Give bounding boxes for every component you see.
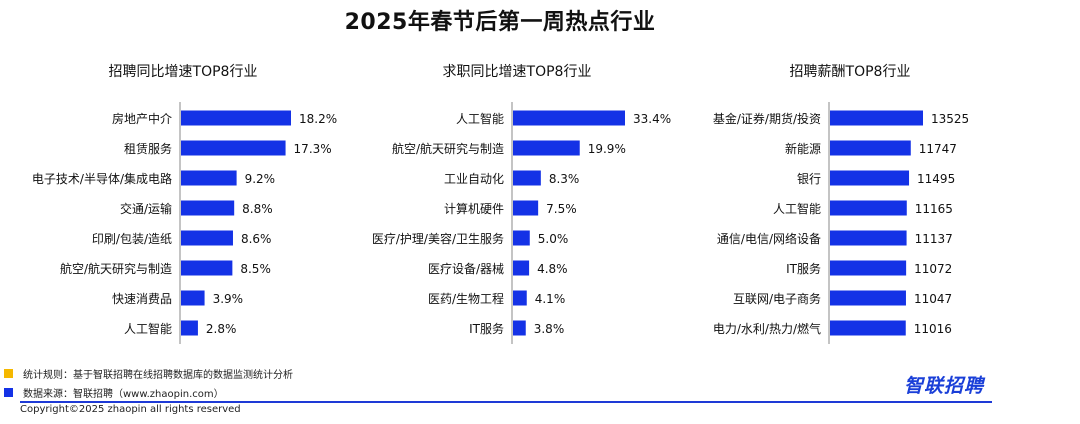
bar xyxy=(181,170,237,186)
value-label: 13525 xyxy=(931,112,969,126)
category-label: 交通/运输 xyxy=(120,201,172,216)
value-label: 17.3% xyxy=(294,142,332,156)
value-label: 33.4% xyxy=(633,112,671,126)
category-label: 新能源 xyxy=(785,141,821,156)
bar xyxy=(830,170,910,186)
value-label: 18.2% xyxy=(299,112,337,126)
value-label: 8.6% xyxy=(241,232,272,246)
category-label: 人工智能 xyxy=(456,111,504,126)
value-label: 8.5% xyxy=(240,262,271,276)
chart-title: 求职同比增速TOP8行业 xyxy=(443,64,592,80)
bar xyxy=(181,320,198,336)
value-label: 8.8% xyxy=(242,202,273,216)
value-label: 3.8% xyxy=(534,322,565,336)
blue-square-icon xyxy=(4,388,13,397)
page-title: 2025年春节后第一周热点行业 xyxy=(344,10,656,35)
footer-divider xyxy=(20,401,992,403)
bar xyxy=(181,290,205,306)
bar xyxy=(513,110,625,126)
category-label: 航空/航天研究与制造 xyxy=(392,141,504,156)
bar xyxy=(513,170,541,186)
category-label: 人工智能 xyxy=(773,201,821,216)
value-label: 7.5% xyxy=(546,202,577,216)
bar xyxy=(513,260,530,276)
yellow-square-icon xyxy=(4,369,13,378)
bar xyxy=(830,290,906,306)
category-label: 医疗设备/器械 xyxy=(428,261,504,276)
value-label: 11495 xyxy=(917,172,955,186)
category-label: 银行 xyxy=(797,172,821,186)
category-label: 房地产中介 xyxy=(112,111,172,126)
category-label: 互联网/电子商务 xyxy=(733,291,821,306)
value-label: 11747 xyxy=(919,142,957,156)
category-label: IT服务 xyxy=(786,261,821,276)
value-label: 4.1% xyxy=(535,292,566,306)
value-label: 19.9% xyxy=(588,142,626,156)
bar xyxy=(513,290,527,306)
category-label: 电力/水利/热力/燃气 xyxy=(713,321,821,336)
bar xyxy=(830,260,907,276)
category-label: 计算机硬件 xyxy=(444,201,504,216)
category-label: IT服务 xyxy=(469,321,504,336)
bar xyxy=(830,140,911,156)
zhaopin-logo: 智联招聘 xyxy=(904,375,985,397)
category-label: 医疗/护理/美容/卫生服务 xyxy=(372,231,504,246)
bar xyxy=(513,320,526,336)
value-label: 5.0% xyxy=(538,232,569,246)
bar xyxy=(830,230,907,246)
bar xyxy=(513,140,580,156)
stat-rule-note: 统计规则：基于智联招聘在线招聘数据库的数据监测统计分析 xyxy=(4,366,293,381)
value-label: 11072 xyxy=(914,262,952,276)
copyright-text: Copyright©2025 zhaopin all rights reserv… xyxy=(20,404,241,415)
value-label: 11016 xyxy=(914,322,952,336)
bar xyxy=(181,230,233,246)
category-label: 快速消费品 xyxy=(112,292,172,306)
category-label: 印刷/包装/造纸 xyxy=(92,232,172,246)
bar xyxy=(830,320,906,336)
data-source-note: 数据来源：智联招聘（www.zhaopin.com） xyxy=(4,385,224,400)
chart-title: 招聘同比增速TOP8行业 xyxy=(109,64,258,80)
category-label: 租赁服务 xyxy=(124,141,172,156)
value-label: 11137 xyxy=(915,232,953,246)
category-label: 航空/航天研究与制造 xyxy=(60,261,172,276)
category-label: 工业自动化 xyxy=(444,172,504,186)
bar xyxy=(830,110,923,126)
bar xyxy=(513,230,530,246)
category-label: 人工智能 xyxy=(124,321,172,336)
category-label: 医药/生物工程 xyxy=(428,291,504,306)
value-label: 4.8% xyxy=(537,262,568,276)
bar xyxy=(181,260,233,276)
value-label: 3.9% xyxy=(213,292,244,306)
category-label: 基金/证券/期货/投资 xyxy=(713,111,821,126)
category-label: 通信/电信/网络设备 xyxy=(717,231,821,246)
bar xyxy=(181,110,291,126)
bar xyxy=(181,200,235,216)
bar xyxy=(830,200,907,216)
value-label: 8.3% xyxy=(549,172,580,186)
bar xyxy=(181,140,286,156)
value-label: 9.2% xyxy=(245,172,276,186)
bar xyxy=(513,200,539,216)
chart-title: 招聘薪酬TOP8行业 xyxy=(790,64,911,80)
data-source-text: 数据来源：智联招聘（www.zhaopin.com） xyxy=(23,389,224,400)
value-label: 2.8% xyxy=(206,322,237,336)
stat-rule-text: 统计规则：基于智联招聘在线招聘数据库的数据监测统计分析 xyxy=(23,370,293,381)
value-label: 11047 xyxy=(914,292,952,306)
value-label: 11165 xyxy=(915,202,953,216)
category-label: 电子技术/半导体/集成电路 xyxy=(32,171,172,186)
